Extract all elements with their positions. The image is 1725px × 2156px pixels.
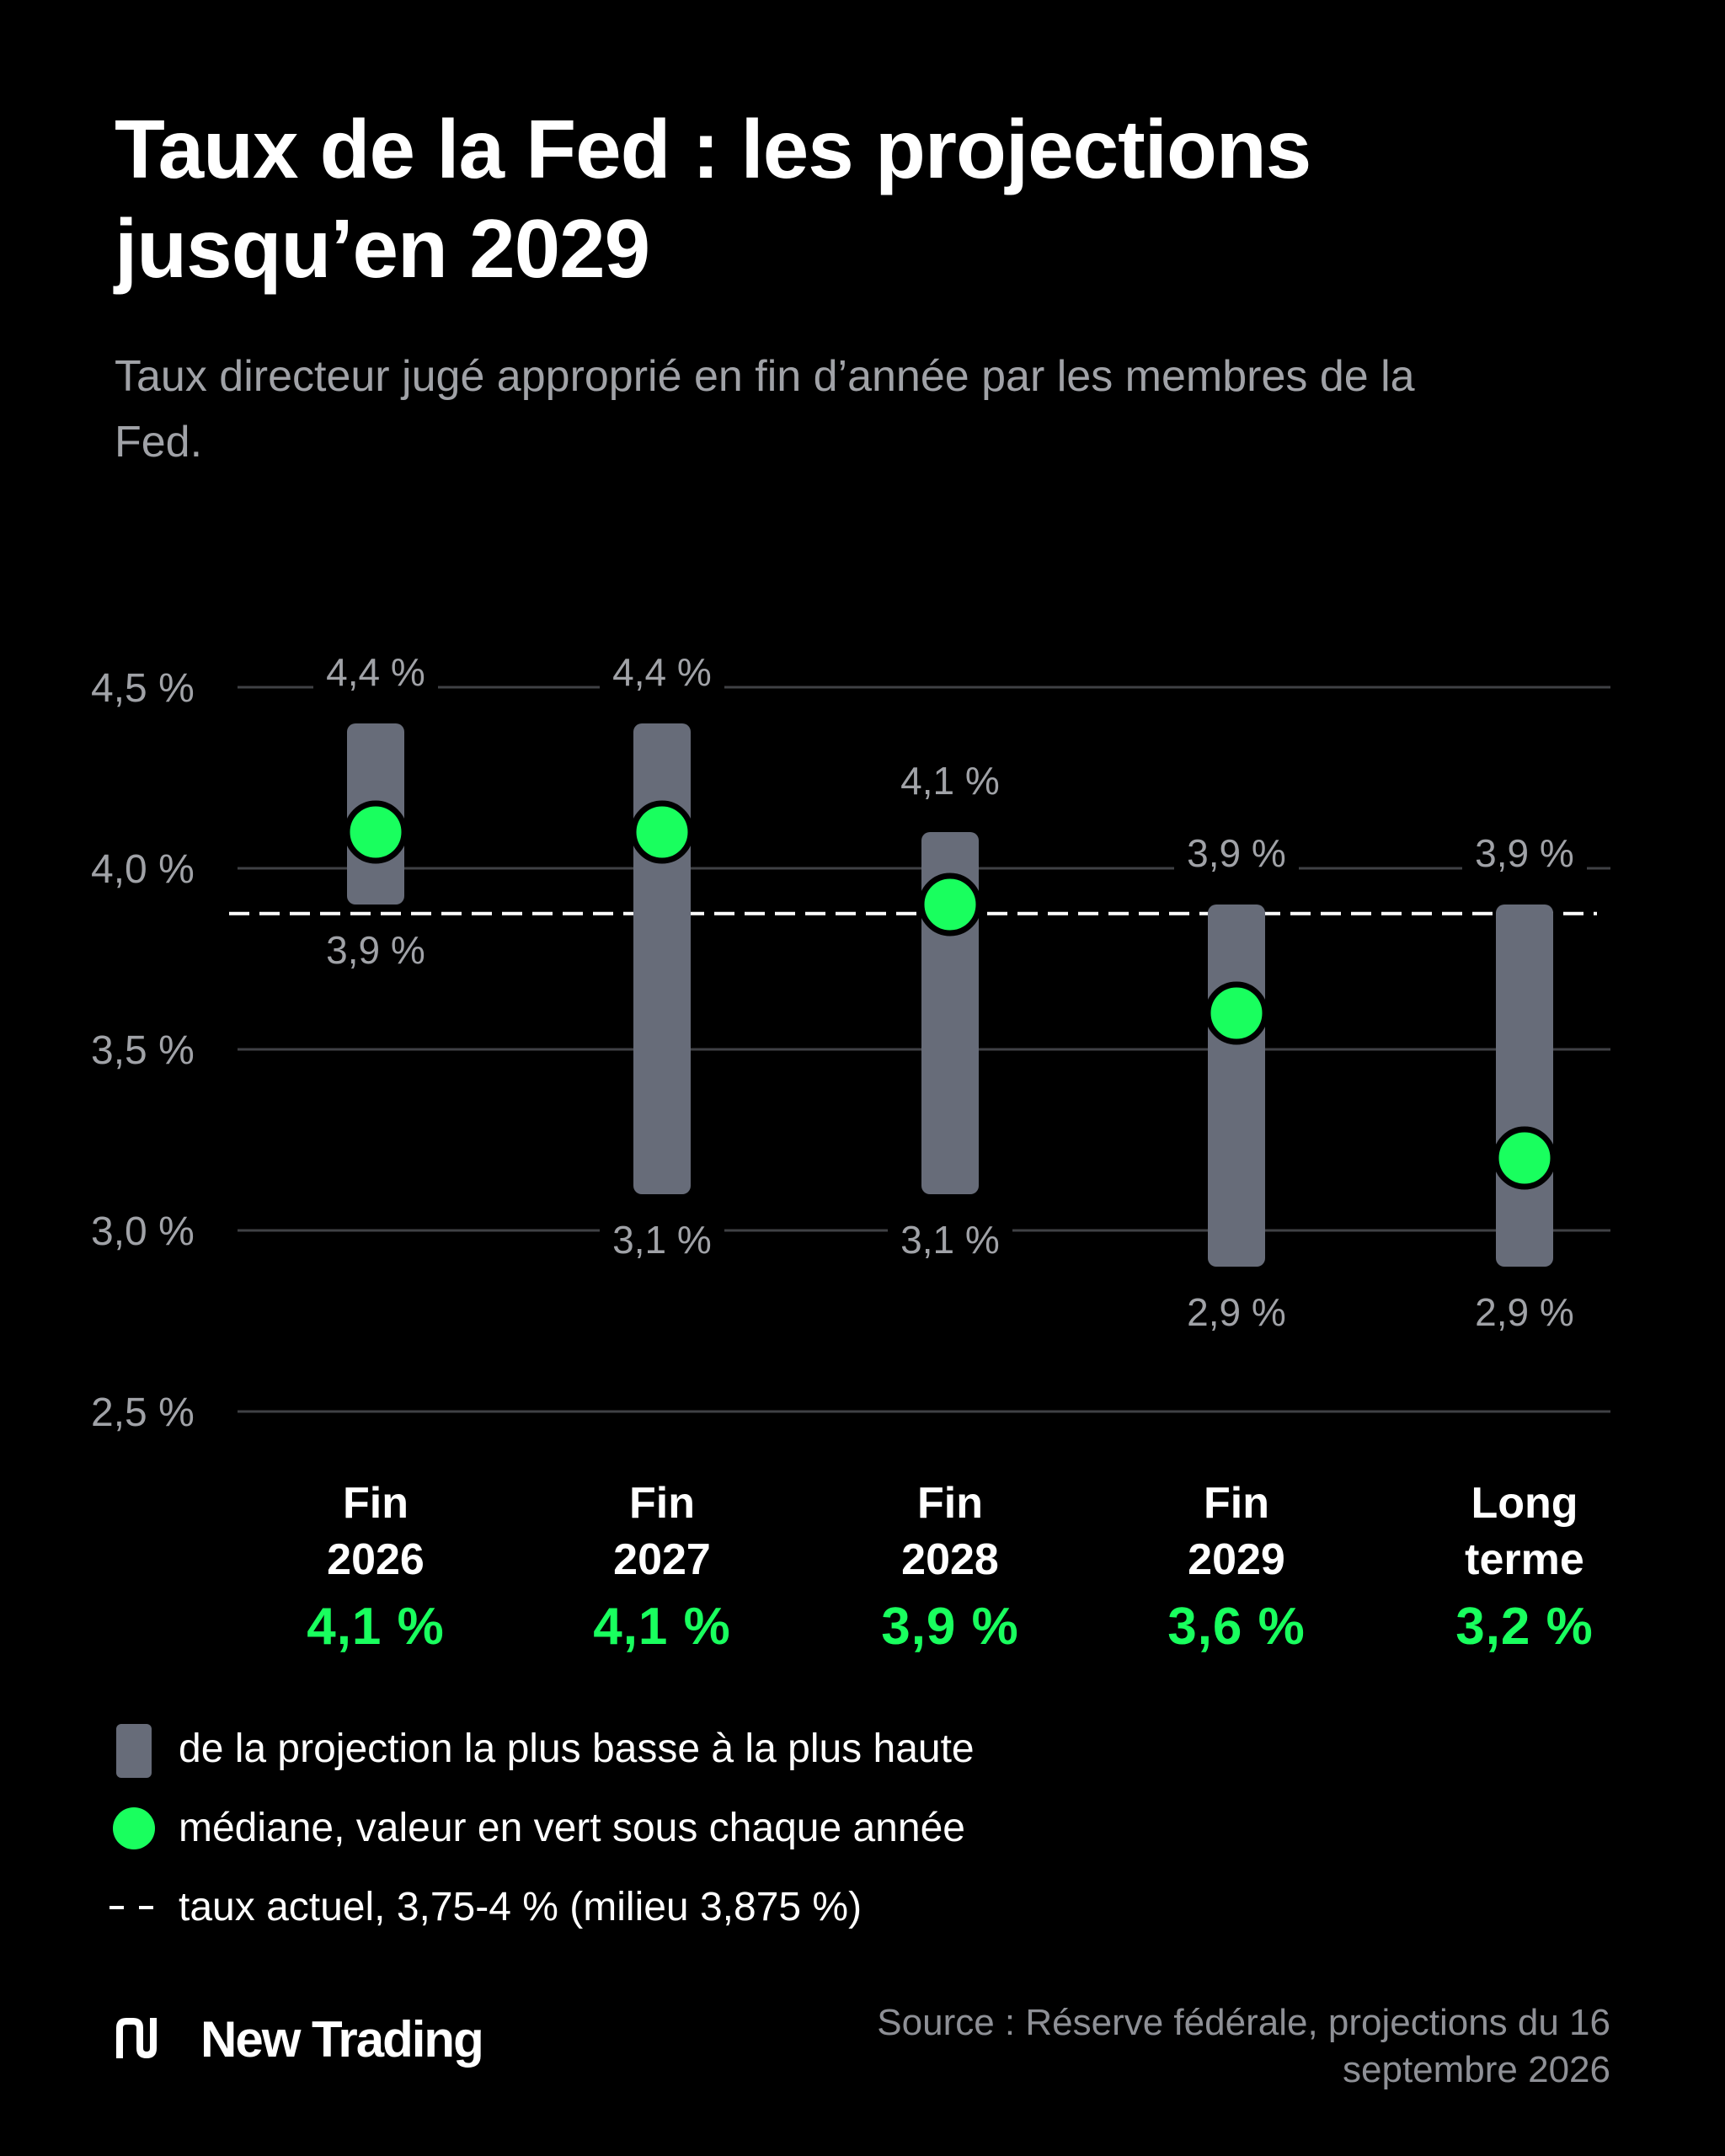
label-background bbox=[1462, 838, 1587, 880]
y-tick-label: 4,5 % bbox=[91, 666, 195, 711]
category-label: Fin 2028 bbox=[901, 1479, 999, 1584]
label-background bbox=[888, 1225, 1012, 1267]
median-value: 3,6 % bbox=[1167, 1598, 1306, 1656]
low-value-label: 3,1 % bbox=[900, 1218, 1000, 1262]
new-trading-logo-icon bbox=[116, 2018, 157, 2058]
median-dot bbox=[344, 800, 408, 864]
median-dot bbox=[918, 873, 982, 937]
category-fin-2026: Fin 2026 4,1 % bbox=[232, 1476, 519, 1657]
legend-item-median: médiane, valeur en vert sous chaque anné… bbox=[109, 1801, 1457, 1880]
category-fin-2027: Fin 2027 4,1 % bbox=[519, 1476, 805, 1657]
median-value: 4,1 % bbox=[307, 1598, 445, 1656]
legend-item-current: taux actuel, 3,75-4 % (milieu 3,875 %) bbox=[109, 1880, 1457, 1959]
y-tick-label: 4,0 % bbox=[91, 847, 195, 892]
legend-label: médiane, valeur en vert sous chaque anné… bbox=[179, 1806, 965, 1850]
dashed-line-swatch-icon bbox=[109, 1906, 158, 1909]
low-value-label: 2,9 % bbox=[1475, 1290, 1574, 1334]
label-background bbox=[1174, 1297, 1299, 1339]
category-fin-2029: Fin 2029 3,6 % bbox=[1093, 1476, 1380, 1657]
range-bar bbox=[633, 723, 691, 1194]
label-background bbox=[600, 657, 724, 699]
range-bar-swatch-icon bbox=[116, 1724, 152, 1778]
high-value-label: 3,9 % bbox=[1475, 831, 1574, 875]
label-background bbox=[600, 1225, 724, 1267]
category-label: Long terme bbox=[1465, 1479, 1584, 1584]
y-tick-label: 3,5 % bbox=[91, 1028, 195, 1073]
legend: de la projection la plus basse à la plus… bbox=[109, 1721, 1457, 1959]
median-value: 3,2 % bbox=[1455, 1598, 1594, 1656]
high-value-label: 4,4 % bbox=[612, 650, 712, 694]
range-chart: 4,5 % 4,0 % 3,5 % 3,0 % 2,5 % 4,4 % 3,9 % 4,4 … bbox=[91, 650, 1610, 1435]
category-label: Fin 2026 bbox=[327, 1479, 425, 1584]
legend-item-range: de la projection la plus basse à la plus… bbox=[109, 1721, 1457, 1801]
y-tick-label: 3,0 % bbox=[91, 1209, 195, 1254]
range-bar bbox=[1496, 905, 1553, 1267]
median-dot bbox=[1204, 981, 1268, 1045]
category-fin-2028: Fin 2028 3,9 % bbox=[807, 1476, 1093, 1657]
legend-label: de la projection la plus basse à la plus… bbox=[179, 1726, 975, 1771]
range-bar bbox=[1208, 905, 1265, 1267]
low-value-label: 2,9 % bbox=[1187, 1290, 1286, 1334]
y-tick-label: 2,5 % bbox=[91, 1390, 195, 1435]
label-background bbox=[1462, 1297, 1587, 1339]
category-label: Fin 2029 bbox=[1188, 1479, 1285, 1584]
median-dot-swatch-icon bbox=[113, 1807, 155, 1849]
median-dot bbox=[1493, 1126, 1557, 1190]
high-value-label: 3,9 % bbox=[1187, 831, 1286, 875]
chart-subtitle: Taux directeur jugé approprié en fin d’a… bbox=[115, 352, 1415, 467]
low-value-label: 3,1 % bbox=[612, 1218, 712, 1262]
median-dot bbox=[630, 800, 694, 864]
label-background bbox=[1174, 838, 1299, 880]
category-long-terme: Long terme 3,2 % bbox=[1381, 1476, 1668, 1657]
legend-label: taux actuel, 3,75-4 % (milieu 3,875 %) bbox=[179, 1885, 862, 1929]
low-value-label: 3,9 % bbox=[326, 928, 425, 972]
category-label: Fin 2027 bbox=[613, 1479, 711, 1584]
label-background bbox=[313, 657, 438, 699]
label-background bbox=[313, 935, 438, 977]
brand-name: New Trading bbox=[200, 2011, 484, 2068]
high-value-label: 4,1 % bbox=[900, 759, 1000, 803]
category-labels: Fin 2026 4,1 % Fin 2027 4,1 % Fin 2028 3… bbox=[0, 1476, 1725, 1678]
high-value-label: 4,4 % bbox=[326, 650, 425, 694]
label-background bbox=[888, 766, 1012, 808]
median-value: 4,1 % bbox=[593, 1598, 731, 1656]
median-value: 3,9 % bbox=[881, 1598, 1019, 1656]
source-note: Source : Réserve fédérale, projections d… bbox=[877, 2002, 1610, 2090]
chart-title: Taux de la Fed : les projections jusqu’e… bbox=[115, 103, 1311, 295]
